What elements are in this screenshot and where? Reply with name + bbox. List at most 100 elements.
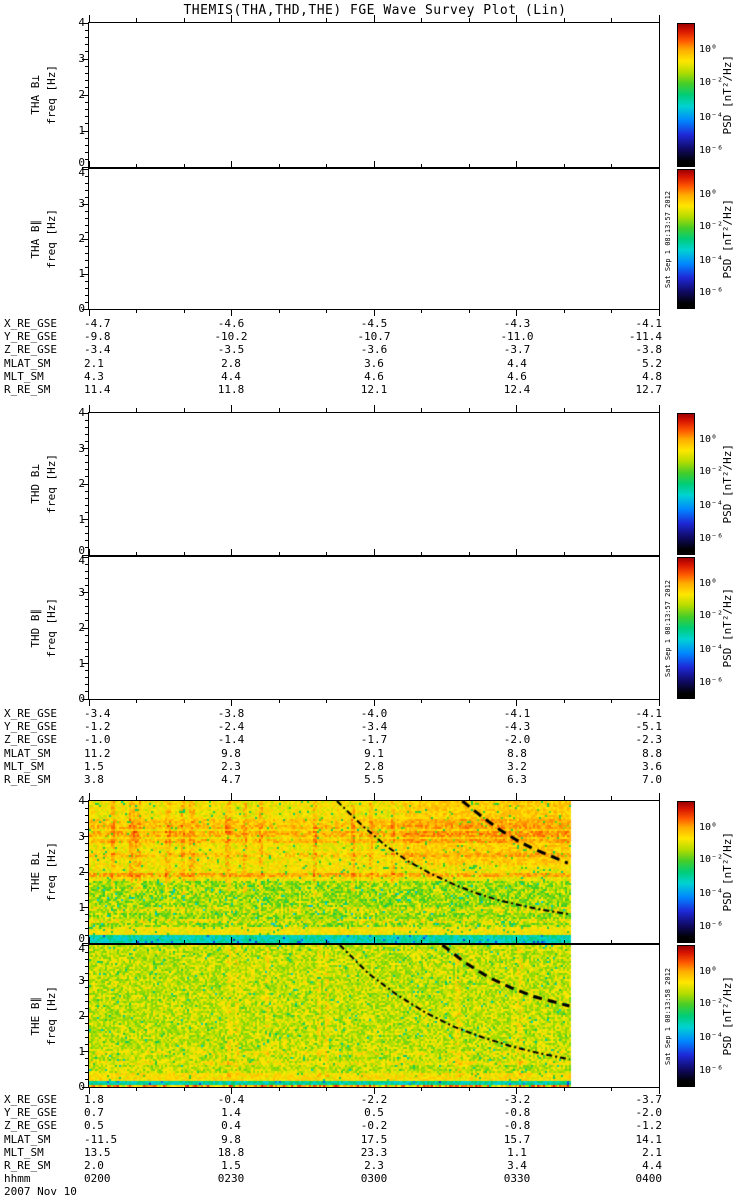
eph-value: 4.4 <box>221 369 241 383</box>
x-minor-tick <box>563 164 565 168</box>
x-tick <box>88 161 90 168</box>
colorbar-tick-label: 10⁻² <box>699 998 724 1010</box>
y-minor-tick <box>85 426 89 428</box>
eph-value: 1.5 <box>84 759 104 773</box>
y-tick <box>82 58 89 60</box>
eph-row-label: R_RE_SM <box>4 383 51 396</box>
x-minor-tick <box>278 18 280 22</box>
y-tick-label: 3 <box>78 973 85 987</box>
eph-value: -0.8 <box>503 1106 531 1120</box>
y-minor-tick <box>85 648 89 650</box>
eph-value: 8.8 <box>507 746 527 760</box>
y-tick <box>82 483 89 485</box>
eph-row-label: X_RE_GSE <box>4 317 57 330</box>
eph-value: -4.3 <box>503 720 531 734</box>
x-tick <box>516 699 517 706</box>
panel-tha-bperp: 4 3 2 1 0 THA B⊥ freq [Hz] 10⁰ 10⁻² 10⁻⁴ 10⁻⁶ PSD [… <box>29 15 734 174</box>
eph-row-label: MLT_SM <box>4 1145 44 1159</box>
x-minor-tick <box>611 164 612 168</box>
x-minor-tick <box>611 18 612 22</box>
eph-value: -10.7 <box>357 330 391 344</box>
eph-value: 14.1 <box>635 1132 663 1146</box>
colorbar-axis-label: PSD [nT²/Hz] <box>719 557 735 699</box>
eph-value: 13.5 <box>84 1145 111 1159</box>
eph-value: -3.4 <box>84 343 111 357</box>
panel-tha-bpar: 4 3 2 1 0 THA B∥ freq [Hz] 10⁰ 10⁻² 10⁻⁴ 10⁻⁶ PSD [… <box>29 161 734 316</box>
y-minor-tick <box>85 935 89 937</box>
y-minor-tick <box>85 677 89 679</box>
y-axis-label-line2: freq [Hz] <box>44 209 58 269</box>
y-minor-tick <box>85 245 89 247</box>
x-minor-tick <box>136 1087 137 1091</box>
x-tick <box>88 937 90 944</box>
x-minor-tick <box>563 18 565 22</box>
y-minor-tick <box>85 108 89 110</box>
y-minor-tick <box>85 584 89 586</box>
y-minor-tick <box>85 144 89 146</box>
y-tick-label: 2 <box>78 621 85 634</box>
eph-value: 1.8 <box>84 1093 104 1106</box>
render-timestamp: Sat Sep 1 08:13:57 2012 <box>663 169 673 309</box>
y-tick-label: 2 <box>78 88 85 101</box>
x-minor-tick <box>326 796 327 800</box>
eph-value: 3.2 <box>507 759 527 773</box>
colorbar: 10⁰ 10⁻² 10⁻⁴ 10⁻⁶ <box>677 557 723 699</box>
eph-value: -4.3 <box>503 317 531 330</box>
y-tick <box>82 980 89 981</box>
y-tick <box>82 663 89 664</box>
eph-value: -3.5 <box>217 343 245 357</box>
x-tick <box>373 699 375 706</box>
x-minor-tick <box>183 796 185 800</box>
psd-label-text: PSD [nT²/Hz] <box>720 976 734 1056</box>
x-minor-tick <box>278 940 280 944</box>
x-minor-tick <box>468 309 470 313</box>
x-minor-tick <box>468 699 470 703</box>
colorbar-tick-label: 10⁰ <box>699 821 718 833</box>
x-minor-tick <box>563 940 565 944</box>
date-label: 2007 Nov 10 <box>4 1185 77 1199</box>
colorbar-tick-label: 10⁻⁴ <box>699 1032 724 1044</box>
y-minor-tick <box>85 455 89 457</box>
y-minor-tick <box>85 914 89 916</box>
eph-value: 0.4 <box>221 1119 241 1133</box>
y-tick <box>82 412 89 414</box>
eph-value: 17.5 <box>360 1132 388 1146</box>
y-minor-tick <box>85 1065 89 1067</box>
eph-value: -11.0 <box>500 330 534 344</box>
time-tick-label: 0400 <box>635 1172 663 1186</box>
y-minor-tick <box>85 1079 89 1081</box>
x-minor-tick <box>611 552 612 556</box>
x-minor-tick <box>278 552 280 556</box>
x-minor-tick <box>611 309 612 313</box>
x-minor-tick <box>326 552 327 556</box>
x-minor-tick <box>421 699 422 703</box>
y-tick <box>82 168 89 170</box>
eph-value: -4.0 <box>360 707 388 720</box>
y-axis-label-line1: THD B∥ <box>28 608 42 648</box>
x-tick <box>88 793 90 800</box>
y-minor-tick <box>85 634 89 636</box>
eph-row-label: MLT_SM <box>4 759 44 773</box>
y-minor-tick <box>85 1036 89 1038</box>
y-minor-tick <box>85 972 89 974</box>
x-tick <box>658 793 660 800</box>
colorbar-tick-label: 10⁰ <box>699 965 718 977</box>
y-tick-label: 0 <box>78 932 85 945</box>
y-minor-tick <box>85 928 89 930</box>
y-axis-label-line2: freq [Hz] <box>44 65 58 125</box>
x-minor-tick <box>421 408 422 412</box>
colorbar-tick-label: 10⁰ <box>699 43 718 55</box>
panel-the-bperp: 4 3 2 1 0 THE B⊥ freq [Hz] 10⁰ 10⁻² 10⁻⁴ 10⁻⁶ PSD [… <box>29 793 734 950</box>
x-tick <box>231 793 232 800</box>
y-tick-label: 4 <box>78 794 85 807</box>
y-minor-tick <box>85 497 89 499</box>
eph-row-label: X_RE_GSE <box>4 707 57 720</box>
y-minor-tick <box>85 1043 89 1045</box>
eph-value: 5.2 <box>642 356 662 370</box>
y-minor-tick <box>85 828 89 830</box>
y-minor-tick <box>85 577 89 579</box>
eph-value: 9.8 <box>221 1132 241 1146</box>
y-minor-tick <box>85 231 89 233</box>
x-minor-tick <box>278 699 280 703</box>
y-minor-tick <box>85 807 89 809</box>
